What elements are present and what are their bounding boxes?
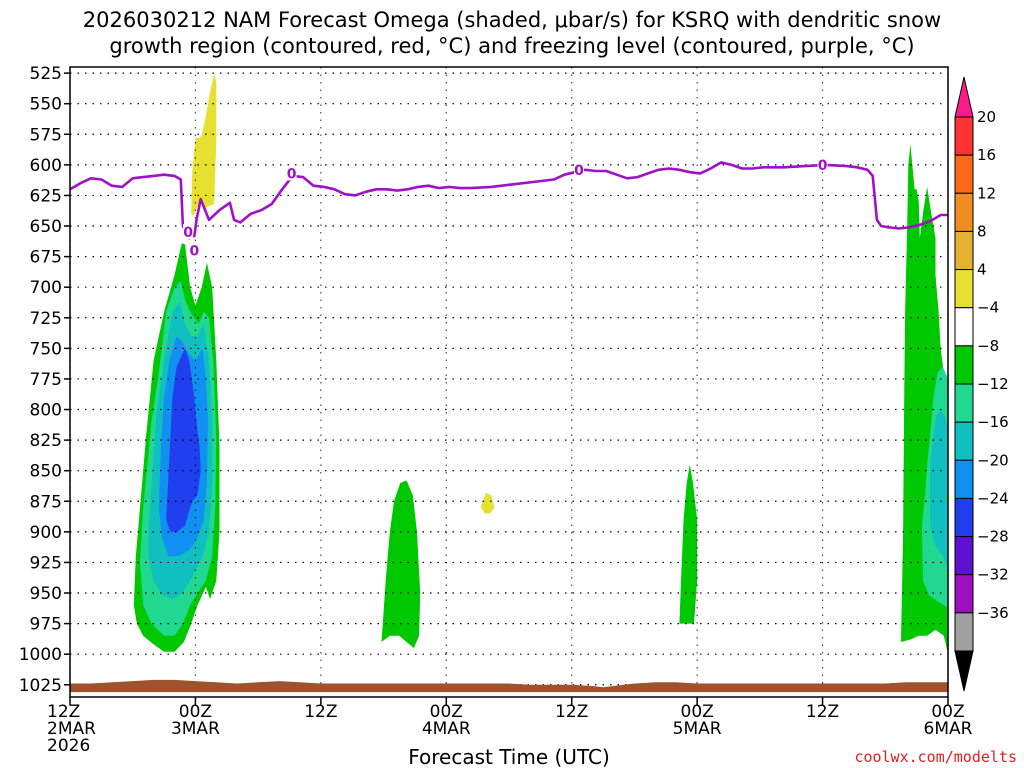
x-tick-label-5-0: 00Z <box>681 702 714 722</box>
y-tick-label-625: 625 <box>30 186 62 206</box>
freezing-label-bg-1 <box>189 242 200 258</box>
freezing-level-label-1: 0 <box>190 243 200 259</box>
omega-region-8 <box>679 464 698 624</box>
y-tick-label-775: 775 <box>30 370 62 390</box>
omega-region-1 <box>480 492 495 514</box>
freezing-label-bg-3 <box>574 161 585 177</box>
y-tick-label-975: 975 <box>30 615 62 635</box>
x-tick-label-2-0: 12Z <box>304 702 337 722</box>
credit-text: coolwx.com/modelts <box>854 748 1017 766</box>
colorbar-label-6: −8 <box>977 337 999 355</box>
colorbar-swatch-5 <box>954 307 974 347</box>
colorbar-label-9: −20 <box>977 451 1009 469</box>
colorbar-label-5: −4 <box>977 299 999 317</box>
freezing-level-line <box>70 161 948 240</box>
x-tick-label-3-1: 4MAR <box>422 719 471 739</box>
x-tick-label-5-1: 5MAR <box>673 719 722 739</box>
x-axis-label: Forecast Time (UTC) <box>408 745 610 768</box>
omega-region-0 <box>191 73 217 217</box>
y-tick-label-650: 650 <box>30 217 62 237</box>
y-tick-label-850: 850 <box>30 462 62 482</box>
omega-region-7 <box>381 480 421 649</box>
x-tick-label-0-1: 2MAR <box>47 719 96 739</box>
x-tick-label-4-0: 12Z <box>555 702 588 722</box>
colorbar-swatch-0 <box>954 116 974 156</box>
y-tick-label-950: 950 <box>30 584 62 604</box>
colorbar-label-0: 20 <box>977 108 996 126</box>
x-tick-label-1-1: 3MAR <box>171 719 220 739</box>
colorbar-swatch-11 <box>954 536 974 576</box>
freezing-level-label-4: 0 <box>818 158 828 174</box>
freezing-label-bg-4 <box>817 156 828 172</box>
plot-border <box>69 66 949 698</box>
y-tick-label-600: 600 <box>30 156 62 176</box>
colorbar-swatch-7 <box>954 383 974 423</box>
y-tick-label-925: 925 <box>30 553 62 573</box>
colorbar-label-3: 8 <box>977 222 987 240</box>
colorbar-label-2: 12 <box>977 184 996 202</box>
y-tick-label-525: 525 <box>30 64 62 84</box>
freezing-label-bg-2 <box>286 165 297 181</box>
plot-frame <box>69 66 949 698</box>
omega-region-11 <box>930 409 948 569</box>
colorbar-label-7: −12 <box>977 375 1009 393</box>
freezing-level-label-3: 0 <box>574 163 584 179</box>
colorbar-swatch-12 <box>954 574 974 614</box>
colorbar-label-1: 16 <box>977 146 996 164</box>
x-tick-label-6-0: 12Z <box>806 702 839 722</box>
y-tick-label-575: 575 <box>30 125 62 145</box>
colorbar-swatch-1 <box>954 154 974 194</box>
y-axis-pressure-ticks: 525 550 575 600 625 650 675 700 725 750 775 800 825 8… <box>19 64 70 696</box>
y-tick-label-800: 800 <box>30 401 62 421</box>
omega-shading <box>133 73 948 655</box>
colorbar-swatch-6 <box>954 345 974 385</box>
colorbar-legend: 20 16 12 8 4 −4 −8 −12 −16 −20 −24 −28 −32 −36 <box>954 76 1009 692</box>
freezing-level-label-2: 0 <box>287 166 297 182</box>
y-tick-label-750: 750 <box>30 339 62 359</box>
chart-title-line-2: growth region (contoured, red, °C) and f… <box>109 34 914 58</box>
y-tick-label-900: 900 <box>30 523 62 543</box>
x-tick-label-0-2: 2026 <box>47 736 90 756</box>
y-tick-label-1025: 1025 <box>19 676 62 696</box>
y-tick-label-675: 675 <box>30 248 62 268</box>
colorbar-label-11: −28 <box>977 528 1009 546</box>
terrain-surface <box>70 679 948 693</box>
colorbar-swatch-9 <box>954 459 974 499</box>
colorbar-label-12: −32 <box>977 566 1009 584</box>
freezing-level-contour: 0 0 0 0 0 <box>70 156 948 259</box>
x-tick-label-7-0: 00Z <box>931 702 964 722</box>
y-tick-label-550: 550 <box>30 95 62 115</box>
y-tick-label-875: 875 <box>30 492 62 512</box>
colorbar-swatch-4 <box>954 269 974 309</box>
colorbar-top-arrow <box>954 76 974 118</box>
y-tick-label-825: 825 <box>30 431 62 451</box>
terrain-fill <box>70 679 948 693</box>
x-tick-label-0-0: 12Z <box>47 702 80 722</box>
colorbar-label-4: 4 <box>977 261 987 279</box>
colorbar-label-10: −24 <box>977 489 1009 507</box>
colorbar-swatch-2 <box>954 192 974 232</box>
colorbar-label-13: −36 <box>977 604 1009 622</box>
y-tick-label-725: 725 <box>30 309 62 329</box>
colorbar-swatch-8 <box>954 421 974 461</box>
colorbar-swatch-10 <box>954 497 974 538</box>
y-tick-label-700: 700 <box>30 278 62 298</box>
freezing-level-label-0: 0 <box>183 225 193 241</box>
freezing-label-bg-0 <box>183 224 194 240</box>
colorbar-label-8: −16 <box>977 413 1009 431</box>
x-tick-label-7-1: 6MAR <box>924 719 973 739</box>
x-tick-label-3-0: 00Z <box>430 702 463 722</box>
chart-title-line-1: 2026030212 NAM Forecast Omega (shaded, μ… <box>83 8 941 32</box>
y-tick-label-1000: 1000 <box>19 645 62 665</box>
colorbar-bottom-arrow <box>954 650 974 692</box>
colorbar-swatch-13 <box>954 612 974 652</box>
colorbar-swatch-3 <box>954 230 974 271</box>
x-tick-label-1-0: 00Z <box>179 702 212 722</box>
